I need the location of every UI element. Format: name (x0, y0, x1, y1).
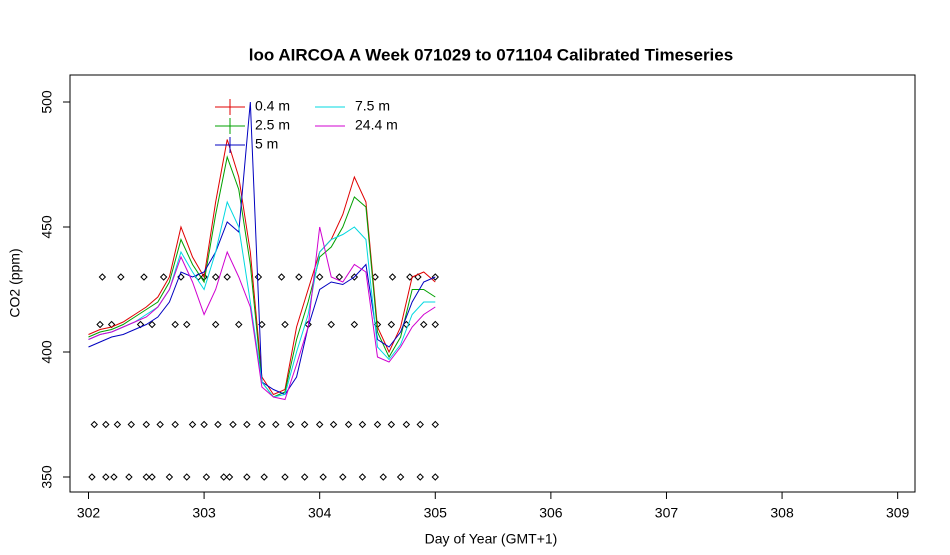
marker (258, 420, 266, 429)
marker (171, 420, 179, 429)
marker (379, 473, 387, 481)
marker (431, 473, 439, 481)
marker (315, 420, 324, 429)
marker (414, 273, 422, 281)
marker (211, 273, 220, 281)
x-tick-label: 305 (424, 505, 448, 521)
series-line (88, 200, 436, 398)
marker (223, 273, 231, 281)
marker (358, 473, 367, 481)
marker (350, 273, 359, 281)
marker (396, 473, 405, 481)
marker (287, 420, 295, 429)
marker (156, 420, 164, 429)
marker (277, 273, 286, 281)
marker (281, 320, 289, 329)
marker (171, 320, 179, 329)
marker (406, 273, 414, 281)
marker (431, 320, 439, 329)
y-tick-label: 500 (39, 90, 55, 114)
marker (300, 420, 309, 429)
marker (88, 473, 96, 481)
legend-label: 2.5 m (255, 117, 290, 133)
marker (113, 420, 122, 429)
marker (165, 473, 174, 481)
marker (416, 473, 424, 481)
legend-label: 0.4 m (255, 98, 290, 114)
y-tick-label: 350 (39, 465, 55, 489)
marker (96, 320, 104, 329)
marker (243, 473, 251, 481)
x-tick-label: 308 (770, 505, 794, 521)
legend-label: 24.4 m (355, 117, 398, 133)
marker (220, 473, 228, 481)
marker (387, 420, 396, 429)
marker (358, 420, 367, 429)
marker (431, 420, 439, 429)
x-tick-label: 302 (77, 505, 101, 521)
x-tick-label: 307 (655, 505, 679, 521)
x-tick-label: 304 (308, 505, 332, 521)
marker (142, 420, 151, 429)
legend-label: 7.5 m (355, 98, 390, 114)
marker (102, 420, 110, 429)
marker (98, 273, 107, 281)
marker (225, 473, 234, 481)
marker (260, 473, 268, 481)
marker (319, 473, 327, 481)
marker (200, 420, 208, 429)
x-tick-label: 309 (886, 505, 910, 521)
marker (300, 473, 309, 481)
legend-label: 5 m (255, 136, 278, 152)
marker (188, 420, 197, 429)
marker (350, 320, 359, 329)
marker (272, 420, 280, 429)
y-tick-label: 400 (39, 340, 55, 364)
marker (388, 273, 397, 281)
plot-frame (69, 74, 916, 493)
marker (339, 473, 347, 481)
chart-title: loo AIRCOA A Week 071029 to 071104 Calib… (249, 45, 733, 64)
x-tick-label: 306 (539, 505, 563, 521)
marker (140, 273, 148, 281)
marker (235, 320, 243, 329)
y-tick-label: 450 (39, 215, 55, 239)
marker (431, 273, 439, 281)
marker (202, 473, 211, 481)
marker (420, 320, 428, 329)
marker (327, 320, 335, 329)
marker (90, 420, 98, 429)
marker (125, 473, 133, 481)
marker (183, 473, 191, 481)
x-tick-label: 303 (192, 505, 216, 521)
marker (148, 473, 156, 481)
marker (211, 320, 220, 329)
marker (229, 420, 237, 429)
marker (315, 273, 324, 281)
marker (281, 473, 289, 481)
marker (344, 420, 353, 429)
marker (387, 320, 396, 329)
x-axis-label: Day of Year (GMT+1) (425, 531, 558, 547)
marker (416, 420, 424, 429)
marker (329, 420, 338, 429)
marker (254, 273, 263, 281)
marker (402, 420, 411, 429)
marker (295, 273, 303, 281)
marker (214, 420, 222, 429)
series-line (88, 226, 436, 401)
y-axis-label: CO2 (ppm) (7, 248, 23, 317)
marker (159, 273, 168, 281)
marker (142, 473, 151, 481)
marker (373, 420, 382, 429)
marker (127, 420, 135, 429)
marker (183, 320, 191, 329)
marker (117, 273, 125, 281)
marker (102, 473, 110, 481)
marker (110, 473, 118, 481)
marker (243, 420, 251, 429)
marker (148, 320, 156, 329)
